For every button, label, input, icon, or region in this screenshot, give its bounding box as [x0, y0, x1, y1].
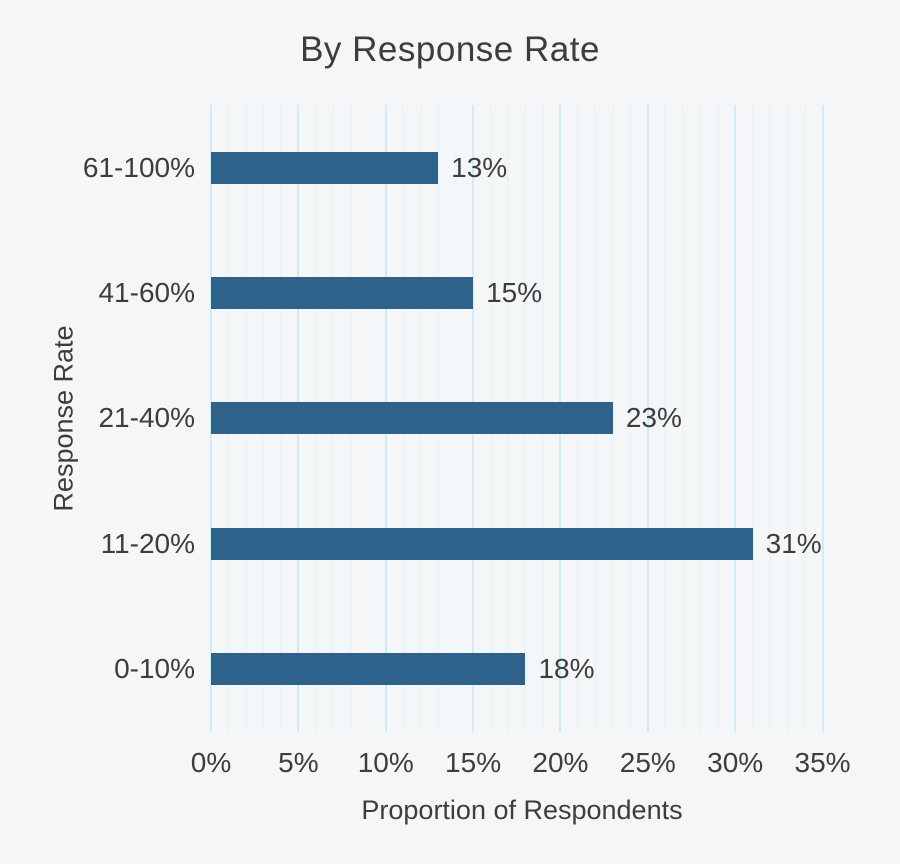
x-tick-label: 15%	[445, 747, 502, 778]
x-tick-label: 30%	[707, 747, 764, 778]
bar[interactable]	[211, 151, 439, 184]
plot-area: 61-100% 13% 41-60% 15% 21-40% 23% 11-20% 31% 0-1…	[83, 105, 833, 732]
value-label: 31%	[765, 527, 822, 559]
category-label: 41-60%	[98, 277, 195, 309]
category-label: 0-10%	[114, 653, 195, 685]
gridline-minor	[751, 105, 754, 732]
x-tick-label: 25%	[619, 747, 676, 778]
value-label: 13%	[451, 151, 508, 183]
gridline-minor	[699, 105, 702, 732]
value-label: 23%	[625, 402, 682, 434]
value-label: 18%	[538, 653, 595, 685]
gridline-minor	[786, 105, 789, 732]
category-label: 11-20%	[100, 527, 195, 559]
bar-row: 0-10% 18%	[114, 607, 833, 732]
gridline-minor	[629, 105, 632, 732]
bar-row: 11-20% 31%	[101, 481, 833, 606]
x-tick-label: 35%	[794, 747, 851, 778]
bar[interactable]	[211, 527, 753, 560]
x-axis-ticks: 0% 5% 10% 15% 20% 25% 30% 35%	[191, 747, 851, 781]
category-label: 21-40%	[98, 402, 195, 434]
gridline-minor	[664, 105, 667, 732]
gridline-minor	[769, 105, 772, 732]
gridline-major	[646, 105, 649, 732]
bar[interactable]	[211, 277, 474, 310]
bar-rows: 61-100% 13% 41-60% 15% 21-40% 23% 11-20% 31% 0-1…	[83, 105, 833, 732]
gridline-minor	[611, 105, 614, 732]
gridline-minor	[804, 105, 807, 732]
gridline-minor	[681, 105, 684, 732]
gridline-major	[821, 105, 824, 732]
y-axis-title: Response Rate	[38, 105, 90, 732]
value-label: 15%	[486, 277, 543, 309]
x-tick-label: 5%	[278, 747, 319, 778]
x-tick-label: 0%	[190, 747, 232, 778]
y-axis-title-text: Response Rate	[48, 325, 79, 512]
bar-row: 41-60% 15%	[98, 230, 833, 355]
bar[interactable]	[211, 402, 613, 435]
gridline-minor	[716, 105, 719, 732]
chart-title: By Response Rate	[300, 30, 600, 69]
x-axis-title: Proportion of Respondents	[361, 795, 683, 825]
x-tick-label: 10%	[357, 747, 414, 778]
gridline-major	[734, 105, 737, 732]
x-tick-label: 20%	[532, 747, 589, 778]
bar[interactable]	[211, 653, 526, 686]
bar-row: 21-40% 23%	[98, 356, 833, 481]
bar-row: 61-100% 13%	[83, 105, 833, 230]
category-label: 61-100%	[82, 151, 195, 183]
